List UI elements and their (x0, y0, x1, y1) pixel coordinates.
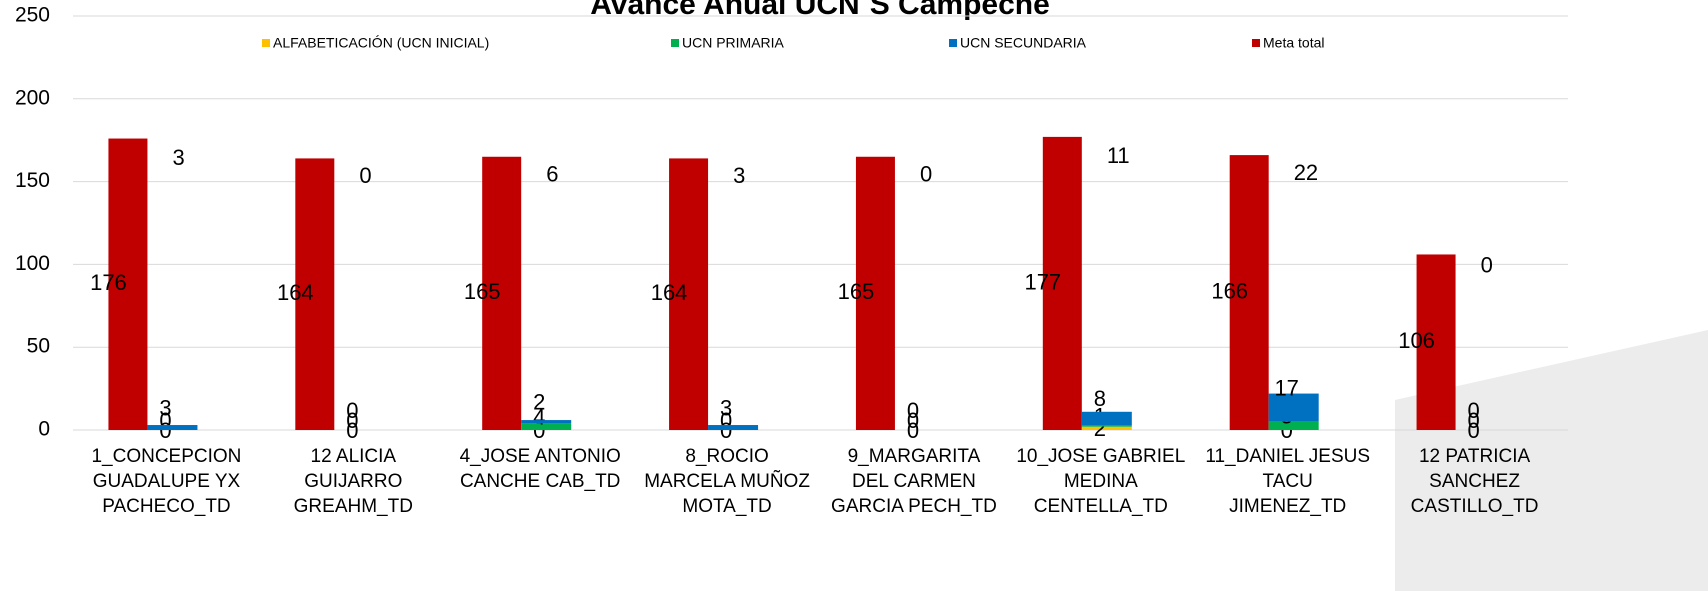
data-label: 2 (533, 390, 545, 415)
data-label: 8 (1094, 386, 1106, 411)
data-label: 176 (90, 270, 127, 295)
data-label: 0 (907, 398, 919, 423)
total-label: 0 (359, 163, 371, 188)
data-label: 166 (1211, 278, 1248, 303)
bar (1416, 254, 1456, 430)
bar-segment (1268, 421, 1319, 430)
bar-segment (147, 425, 198, 430)
legend-label: UCN PRIMARIA (682, 35, 785, 51)
total-label: 3 (733, 163, 745, 188)
data-label: 3 (159, 395, 171, 420)
legend-label: ALFABETICACIÓN (UCN INICIAL) (273, 35, 489, 51)
data-label: 177 (1024, 269, 1061, 294)
data-label: 0 (346, 418, 358, 443)
total-label: 22 (1294, 160, 1318, 185)
total-label: 11 (1107, 143, 1130, 168)
bar (482, 156, 522, 430)
bar-segment (1081, 411, 1132, 426)
x-tick-label: 11_DANIEL JESUS TACU JIMENEZ_TD (1205, 446, 1371, 517)
y-tick-label: 250 (15, 4, 50, 27)
data-label: 17 (1274, 375, 1298, 400)
data-label: 0 (907, 418, 919, 443)
legend-swatch (671, 39, 679, 47)
y-tick-label: 200 (15, 86, 50, 109)
x-tick-label: 4_JOSE ANTONIO CANCHE CAB_TD (459, 446, 621, 492)
bar (1229, 155, 1269, 430)
data-label: 164 (651, 280, 688, 305)
x-tick-label: 12 ALICIA GUIJARRO GREAHM_TD (293, 446, 413, 517)
data-label: 0 (159, 418, 171, 443)
data-label: 0 (1467, 418, 1479, 443)
legend-label: Meta total (1263, 35, 1324, 51)
y-tick-label: 100 (15, 252, 50, 275)
y-tick-label: 50 (27, 335, 50, 358)
chart-title: Avance Anual UCN´S Campeche (590, 0, 1050, 21)
legend-label: UCN SECUNDARIA (960, 35, 1087, 51)
data-label: 0 (1467, 408, 1479, 433)
total-label: 6 (546, 162, 558, 187)
data-label: 0 (720, 418, 732, 443)
y-tick-label: 150 (15, 169, 50, 192)
data-label: 165 (464, 279, 501, 304)
data-label: 106 (1398, 328, 1435, 353)
x-tick-label: 8_ROCIO MARCELA MUÑOZ MOTA_TD (644, 446, 810, 517)
data-label: 3 (720, 395, 732, 420)
y-tick-label: 0 (38, 418, 50, 441)
data-label: 164 (277, 280, 314, 305)
bar-segment (1081, 425, 1132, 427)
x-tick-label: 10_JOSE GABRIEL MEDINA CENTELLA_TD (1016, 446, 1186, 517)
bar-segment (521, 420, 572, 424)
data-label: 0 (1467, 398, 1479, 423)
x-tick-label: 9_MARGARITA DEL CARMEN GARCIA PECH_TD (831, 446, 997, 517)
data-label: 165 (838, 279, 875, 304)
bar-segment (708, 425, 759, 430)
bar (108, 138, 148, 430)
legend-swatch (262, 39, 270, 47)
bar-segment (1268, 393, 1319, 422)
bar (669, 158, 709, 430)
data-label: 0 (346, 398, 358, 423)
bar-segment (1081, 426, 1132, 430)
legend-swatch (949, 39, 957, 47)
legend-swatch (1252, 39, 1260, 47)
x-tick-label: 1_CONCEPCION GUADALUPE YX PACHECO_TD (91, 446, 242, 517)
x-tick-label: 12 PATRICIA SANCHEZ CASTILLO_TD (1410, 446, 1539, 517)
bar-segment (521, 423, 572, 430)
data-label: 0 (907, 408, 919, 433)
data-label: 0 (346, 408, 358, 433)
decoration (1395, 330, 1708, 591)
bar (855, 156, 895, 430)
total-label: 0 (1481, 253, 1493, 278)
total-label: 0 (920, 162, 932, 187)
bar (295, 158, 335, 430)
total-label: 3 (172, 145, 184, 170)
bar (1042, 136, 1082, 430)
